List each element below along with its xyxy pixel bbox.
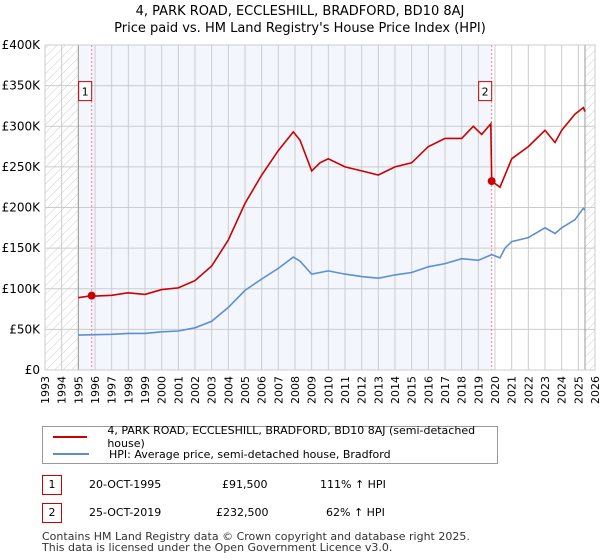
x-tick-label: 2023 [539,376,552,404]
footer-line: This data is licensed under the Open Gov… [42,541,393,554]
price-chart: 1993 1994 1995 1996 1997 1998 1999 2000 2001 2002… [2,38,600,404]
legend-red-line-icon [53,436,88,438]
hpi-series-line [78,207,586,336]
y-tick-label: £50K [9,322,41,336]
x-tick-label: 2013 [372,376,385,404]
x-tick-label: 2019 [472,376,485,404]
x-tick-label: 1996 [89,376,102,404]
y-tick-label: £400K [2,38,42,52]
y-tick-label: £350K [2,79,42,93]
footer-line: Contains HM Land Registry data © Crown c… [42,530,470,543]
legend-item-property: 4, PARK ROAD, ECCLESHILL, BRADFORD, BD10… [53,424,497,450]
transaction-price: £232,500 [216,506,269,519]
transaction-date: 20-OCT-1995 [89,478,162,491]
transaction-row: 2 25-OCT-2019 £232,500 62% ↑ HPI [42,503,542,523]
y-tick-label: £100K [2,282,42,296]
x-tick-label: 2008 [289,376,302,404]
legend-label: HPI: Average price, semi-detached house,… [109,447,391,461]
x-tick-label: 2011 [339,376,352,404]
x-tick-label: 2000 [156,376,169,404]
x-tick-label: 2017 [439,376,452,404]
property-series-line [78,106,586,299]
x-tick-label: 2022 [522,376,535,404]
x-tick-label: 2006 [256,376,269,404]
transaction-row: 1 20-OCT-1995 £91,500 111% ↑ HPI [42,475,542,495]
legend-item-hpi: HPI: Average price, semi-detached house,… [53,446,391,462]
transaction-number-badge: 1 [42,475,62,495]
plot-border [44,44,596,371]
x-tick-label: 2016 [422,376,435,404]
x-tick-label: 2005 [239,376,252,404]
transaction-price: £91,500 [222,478,268,491]
sale-point [87,291,96,300]
x-tick-label: 1997 [106,376,119,404]
x-tick-label: 2003 [206,376,219,404]
footer: Contains HM Land Registry data © Crown c… [42,531,470,553]
sale-point [487,177,496,186]
y-tick-label: £200K [2,201,42,215]
chart-legend: 4, PARK ROAD, ECCLESHILL, BRADFORD, BD10… [42,424,498,464]
x-tick-label: 1998 [122,376,135,404]
x-tick-label: 2025 [572,376,585,404]
subtitle-line: Price paid vs. HM Land Registry's House … [114,21,486,36]
x-tick-label: 2026 [589,376,600,404]
x-tick-label: 2010 [322,376,335,404]
transaction-date: 25-OCT-2019 [89,506,162,519]
x-tick-label: 1994 [56,376,69,404]
y-tick-label: £150K [2,241,42,255]
x-tick-label: 1995 [72,376,85,404]
x-tick-label: 2015 [406,376,419,404]
x-tick-label: 2020 [489,376,502,404]
x-tick-label: 2009 [306,376,319,404]
sale-label-box [478,81,493,102]
x-tick-label: 2012 [356,376,369,404]
x-tick-label: 2002 [189,376,202,404]
transaction-hpi: 62% ↑ HPI [326,506,385,519]
sale-label: 2 [482,86,489,99]
sale-label-box [78,81,93,102]
legend-label: 4, PARK ROAD, ECCLESHILL, BRADFORD, BD10… [107,424,476,450]
x-tick-label: 2001 [172,376,185,404]
x-tick-label: 2004 [222,376,235,404]
x-tick-label: 2014 [389,376,402,404]
x-tick-label: 1993 [39,376,52,404]
transaction-hpi: 111% ↑ HPI [320,478,386,491]
x-tick-label: 2021 [506,376,519,404]
legend-blue-line-icon [53,453,89,455]
y-tick-label: £250K [2,160,42,174]
sale-label: 1 [82,86,89,99]
x-tick-label: 1999 [139,376,152,404]
x-tick-label: 2007 [272,376,285,404]
y-tick-label: £300K [2,119,42,133]
transaction-number-badge: 2 [42,503,62,523]
x-tick-label: 2018 [456,376,469,404]
title-line: 4, PARK ROAD, ECCLESHILL, BRADFORD, BD10… [135,4,465,19]
chart-title: 4, PARK ROAD, ECCLESHILL, BRADFORD, BD10… [0,3,600,37]
x-tick-label: 2024 [556,376,569,404]
y-tick-label: £0 [25,363,40,377]
